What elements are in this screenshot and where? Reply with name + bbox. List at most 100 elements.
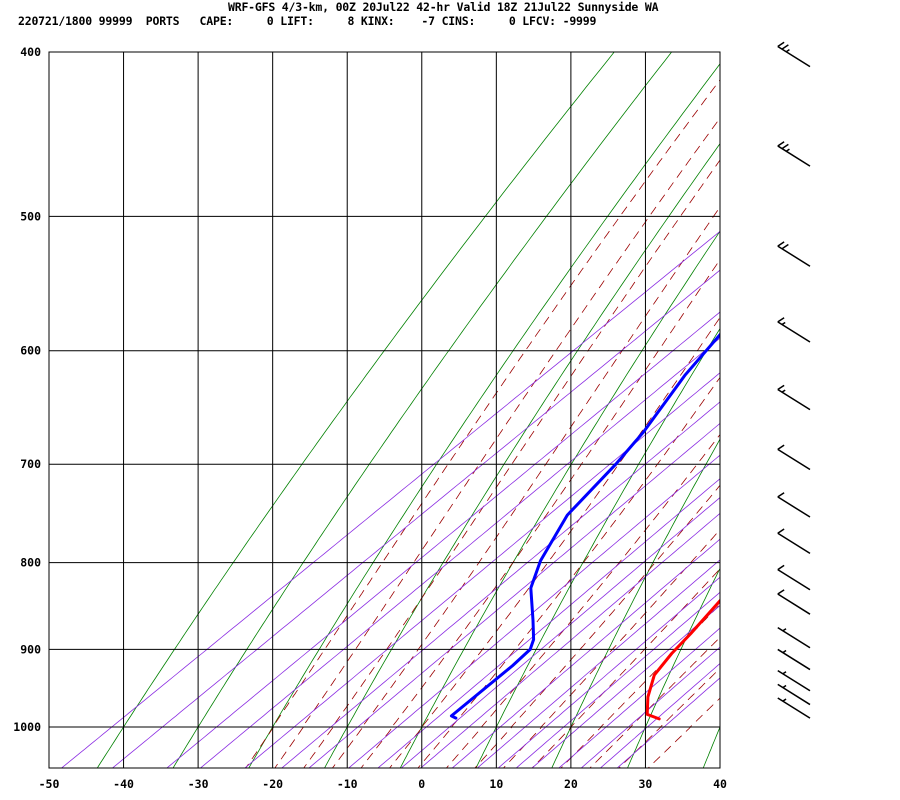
mixing-ratio-line xyxy=(497,576,720,768)
dry-adiabat xyxy=(551,438,720,768)
moist-adiabat xyxy=(389,316,720,768)
pressure-tick-label: 600 xyxy=(20,344,41,358)
wind-barb-half-flag xyxy=(782,698,787,702)
moist-adiabat xyxy=(417,376,720,768)
dry-adiabat xyxy=(702,725,720,768)
wind-barb-half-flag xyxy=(781,321,786,326)
wind-barb-flag xyxy=(777,492,785,498)
temperature-profile-line xyxy=(645,598,720,721)
pressure-tick-label: 1000 xyxy=(13,720,41,734)
wind-barb-flag xyxy=(777,444,785,450)
axis-ticks: 400 500 600 700 800 900 1000 -50 -40 -30 -20 -10 0 10… xyxy=(13,45,727,791)
temperature-tick-label: -40 xyxy=(113,777,134,791)
wind-barb-shaft xyxy=(777,496,811,518)
pressure-tick-label: 700 xyxy=(20,457,41,471)
moist-adiabat xyxy=(502,528,720,768)
mixing-ratio-line xyxy=(60,230,720,768)
wind-barb-flag xyxy=(781,243,789,250)
wind-barbs xyxy=(777,41,811,719)
moist-adiabat xyxy=(474,484,720,768)
dewpoint-profile-line xyxy=(449,332,720,720)
wind-barb-flag xyxy=(777,564,785,571)
mixing-ratio-line xyxy=(281,401,720,768)
wind-barb xyxy=(777,241,811,267)
wind-barb xyxy=(777,41,811,68)
wind-barb-shaft xyxy=(777,532,811,554)
dry-adiabat xyxy=(475,327,720,768)
wind-barb-flag xyxy=(777,384,785,391)
temperature-tick-label: 0 xyxy=(418,777,425,791)
wind-barb xyxy=(777,317,811,343)
wind-barb-flag xyxy=(781,44,789,50)
dry-adiabat xyxy=(248,63,720,768)
wind-barb-half-flag xyxy=(782,671,787,675)
mixing-ratio-line xyxy=(308,422,720,768)
wind-barb-flag xyxy=(777,317,785,323)
wind-barb xyxy=(777,683,811,706)
mixing-ratio-line xyxy=(531,604,720,768)
mixing-ratio-line xyxy=(199,337,720,768)
mixing-ratio-line xyxy=(348,454,720,768)
wind-barb-half-flag xyxy=(782,684,787,689)
wind-barb-flag xyxy=(781,143,789,150)
mixing-ratio-line xyxy=(558,627,720,768)
dry-adiabat xyxy=(172,52,673,768)
wind-barb xyxy=(777,444,811,471)
wind-barb-flag xyxy=(777,41,785,48)
pressure-tick-label: 500 xyxy=(20,209,41,223)
wind-barb xyxy=(777,528,811,554)
wind-barb xyxy=(777,648,811,671)
wind-barb-shaft xyxy=(777,626,811,649)
wind-barb-shaft xyxy=(777,593,811,615)
sounding-indices-line: 220721/1800 99999 PORTS CAPE: 0 LIFT: 8 … xyxy=(18,14,597,28)
wind-barb-shaft xyxy=(777,45,811,68)
wind-barb xyxy=(777,141,811,167)
wind-barb-half-flag xyxy=(785,49,790,53)
temperature-tick-label: -10 xyxy=(337,777,358,791)
mixing-ratio-line xyxy=(166,311,720,768)
profile-lines xyxy=(449,332,720,721)
dry-adiabat xyxy=(399,230,720,768)
pressure-tick-label: 800 xyxy=(20,556,41,570)
moist-adiabat xyxy=(445,433,720,768)
wind-barb xyxy=(777,564,811,591)
mixing-ratio-line xyxy=(515,591,720,768)
temperature-tick-label: 10 xyxy=(489,777,503,791)
mixing-ratio-line xyxy=(580,646,720,768)
wind-barb-half-flag xyxy=(785,148,790,152)
moist-adiabat xyxy=(331,206,720,768)
temperature-tick-label: 30 xyxy=(639,777,653,791)
wind-barb-shaft xyxy=(777,448,811,471)
mixing-ratio-line xyxy=(420,512,720,768)
temperature-tick-label: -50 xyxy=(39,777,60,791)
moist-adiabat xyxy=(274,117,720,768)
wind-barb-half-flag xyxy=(781,389,786,393)
wind-barb-shaft xyxy=(777,568,811,591)
wind-barb-half-flag xyxy=(782,649,787,654)
plot-area xyxy=(49,52,720,768)
wind-barb-shaft xyxy=(777,145,811,167)
chart-title: WRF-GFS 4/3-km, 00Z 20Jul22 42-hr Valid … xyxy=(228,0,659,14)
dry-adiabat xyxy=(850,24,900,784)
dry-adiabat xyxy=(96,52,615,768)
temperature-tick-label: 40 xyxy=(713,777,727,791)
wind-barb-shaft xyxy=(777,321,811,343)
pressure-tick-label: 900 xyxy=(20,642,41,656)
wind-barb xyxy=(777,589,811,615)
wind-barb-flag xyxy=(777,241,785,247)
moist-adiabat xyxy=(303,159,720,768)
wind-barb-flag xyxy=(777,528,785,534)
mixing-ratio-line xyxy=(599,662,720,768)
mixing-ratio-line xyxy=(476,559,720,768)
wind-barb xyxy=(777,492,811,518)
dry-adiabat xyxy=(627,567,720,768)
wind-barb-shaft xyxy=(777,245,811,267)
mixing-ratio-line xyxy=(244,372,720,768)
temperature-tick-label: 20 xyxy=(564,777,578,791)
wind-barb xyxy=(777,697,811,719)
plot-frame xyxy=(48,51,721,769)
wind-barb xyxy=(777,669,811,692)
mixing-ratio-line xyxy=(616,677,720,768)
moist-adiabat xyxy=(245,79,720,768)
